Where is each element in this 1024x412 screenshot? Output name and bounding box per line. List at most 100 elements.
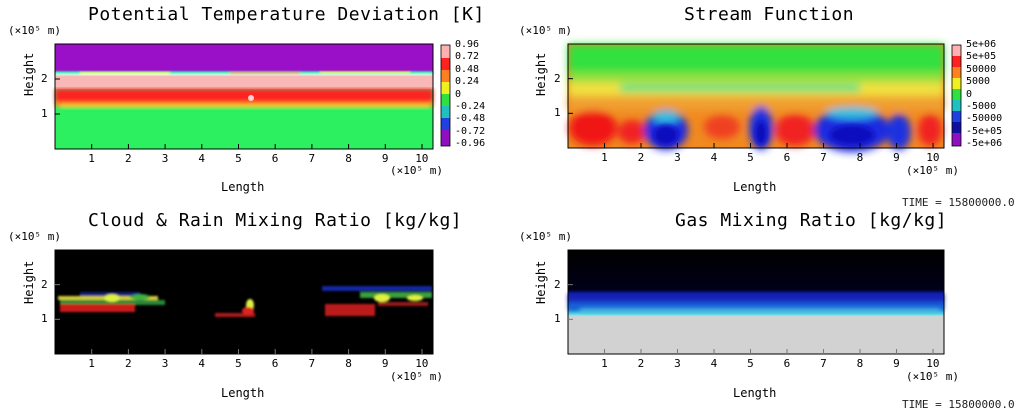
pt-x-unit: (×10⁵ m) xyxy=(390,164,443,177)
panel-cloud-rain xyxy=(54,249,434,355)
x-tick-label: 8 xyxy=(345,152,352,165)
sf-colorbar xyxy=(951,44,962,147)
x-tick-label: 6 xyxy=(783,151,791,164)
x-tick-label: 2 xyxy=(124,152,132,165)
x-tick-label: 7 xyxy=(308,152,316,165)
panel-stream-function xyxy=(567,43,962,152)
pt-streaks xyxy=(55,71,433,76)
colorbar-label: -0.72 xyxy=(455,125,486,137)
colorbar-label: -5000 xyxy=(966,100,997,112)
colorbar-label: 0 xyxy=(455,88,462,100)
y-tick-label: 2 xyxy=(41,277,48,291)
x-tick-label: 3 xyxy=(674,151,681,164)
colorbar-label: 50000 xyxy=(966,63,997,75)
pt-frame xyxy=(54,43,434,150)
x-tick-label: 4 xyxy=(710,151,718,164)
x-tick-label: 8 xyxy=(856,151,864,164)
sf-title: Stream Function xyxy=(684,4,855,25)
cr-x-label: Length xyxy=(221,386,265,400)
x-tick-label: 1 xyxy=(88,357,95,370)
x-tick-label: 2 xyxy=(124,357,132,370)
x-tick-label: 7 xyxy=(820,357,827,370)
colorbar-label: 0.96 xyxy=(455,39,480,50)
pt-title: Potential Temperature Deviation [K] xyxy=(88,4,485,25)
colorbar-label: -0.48 xyxy=(455,113,486,125)
x-tick-label: 6 xyxy=(783,357,791,370)
x-tick-label: 3 xyxy=(161,357,169,370)
x-tick-label: 4 xyxy=(710,357,718,370)
colorbar-label: -5e+06 xyxy=(966,138,1003,149)
colorbar-label: 0 xyxy=(966,88,973,100)
x-tick-label: 5 xyxy=(235,357,242,370)
tick-marks xyxy=(55,78,934,354)
x-tick-label: 3 xyxy=(161,152,169,165)
y-tick-label: 1 xyxy=(41,107,48,120)
gas-y-label: Height xyxy=(534,260,548,304)
x-tick-label: 1 xyxy=(88,152,95,165)
sf-field xyxy=(568,44,944,152)
gas-x-unit: (×10⁵ m) xyxy=(906,370,959,383)
colorbar-label: 0.72 xyxy=(455,51,480,63)
x-tick-label: 4 xyxy=(198,152,206,165)
colorbar-label: -0.24 xyxy=(455,100,486,112)
pt-x-label: Length xyxy=(221,180,265,194)
x-tick-label: 10 xyxy=(926,151,940,164)
cr-y-label: Height xyxy=(22,260,36,304)
y-tick-label: 2 xyxy=(41,72,48,85)
gas-frame xyxy=(567,249,945,355)
x-tick-label: 8 xyxy=(856,357,864,370)
pt-y-unit: (×10⁵ m) xyxy=(8,24,61,37)
x-tick-label: 5 xyxy=(235,152,242,165)
x-tick-label: 9 xyxy=(893,151,900,164)
gas-title: Gas Mixing Ratio [kg/kg] xyxy=(675,210,948,231)
colorbar-label: 0.24 xyxy=(455,76,480,88)
x-tick-label: 10 xyxy=(926,357,940,370)
cr-features xyxy=(58,286,432,317)
sf-y-unit: (×10⁵ m) xyxy=(519,24,572,37)
gas-plume xyxy=(568,294,944,313)
x-tick-label: 6 xyxy=(271,152,279,165)
pt-colorbar xyxy=(440,44,451,147)
x-tick-label: 9 xyxy=(893,357,900,370)
gas-y-unit: (×10⁵ m) xyxy=(519,230,572,243)
y-tick-label: 1 xyxy=(554,106,561,120)
y-tick-label: 2 xyxy=(554,277,561,291)
x-tick-label: 7 xyxy=(308,357,316,370)
panel-gas xyxy=(567,249,945,355)
colorbar-label: 0.48 xyxy=(455,63,480,75)
sf-y-label: Height xyxy=(534,52,548,96)
gas-x-label: Length xyxy=(733,386,777,400)
sf-time: TIME = 15800000.0 xyxy=(902,196,1015,209)
pt-red-band xyxy=(55,89,433,108)
x-tick-label: 8 xyxy=(345,357,352,370)
x-tick-label: 4 xyxy=(198,357,206,370)
cr-x-unit: (×10⁵ m) xyxy=(390,370,443,383)
sf-frame xyxy=(567,43,945,149)
x-tick-label: 7 xyxy=(820,151,827,164)
x-tick-label: 1 xyxy=(601,357,608,370)
panel-potential-temperature xyxy=(54,43,451,150)
colorbar-label: 5000 xyxy=(966,76,991,88)
pt-top-band xyxy=(55,44,433,72)
colorbar-label: -50000 xyxy=(966,113,1003,125)
x-tick-label: 9 xyxy=(381,152,389,165)
colorbar-label: -5e+05 xyxy=(966,125,1003,137)
colorbar-label: 5e+06 xyxy=(966,39,997,50)
gas-time: TIME = 15800000.0 xyxy=(902,398,1015,411)
sf-cores xyxy=(654,121,874,145)
sf-x-label: Length xyxy=(733,180,777,194)
x-tick-label: 10 xyxy=(415,152,429,165)
x-tick-label: 10 xyxy=(415,357,429,370)
pt-pink-band xyxy=(55,76,433,89)
y-tick-label: 2 xyxy=(554,71,561,85)
sf-x-unit: (×10⁵ m) xyxy=(906,164,959,177)
x-tick-label: 5 xyxy=(747,357,754,370)
y-tick-label: 1 xyxy=(41,312,48,326)
x-tick-label: 2 xyxy=(637,151,645,164)
colorbar-label: -0.96 xyxy=(455,138,486,149)
x-tick-label: 9 xyxy=(381,357,389,370)
pt-y-label: Height xyxy=(22,52,36,96)
y-tick-label: 1 xyxy=(554,312,561,326)
x-tick-label: 5 xyxy=(747,151,754,164)
